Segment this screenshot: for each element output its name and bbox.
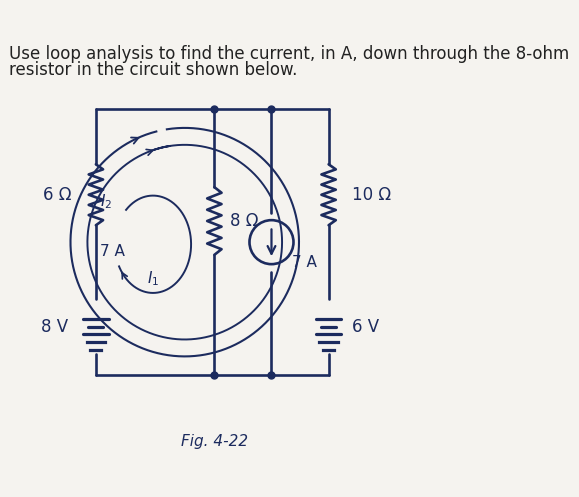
Text: Use loop analysis to find the current, in A, down through the 8-ohm: Use loop analysis to find the current, i…	[9, 45, 569, 64]
Text: Fig. 4-22: Fig. 4-22	[181, 433, 248, 448]
Text: 7 A: 7 A	[292, 254, 317, 269]
Text: resistor in the circuit shown below.: resistor in the circuit shown below.	[9, 62, 298, 80]
Text: 8 V: 8 V	[41, 318, 68, 336]
Text: 6 Ω: 6 Ω	[43, 186, 72, 204]
Text: 10 Ω: 10 Ω	[352, 186, 391, 204]
Text: 6 V: 6 V	[352, 318, 379, 336]
Text: $I_2$: $I_2$	[100, 193, 112, 211]
Text: $I_1$: $I_1$	[147, 269, 159, 288]
Text: 7 A: 7 A	[100, 245, 125, 259]
Text: 8 Ω: 8 Ω	[230, 212, 258, 230]
